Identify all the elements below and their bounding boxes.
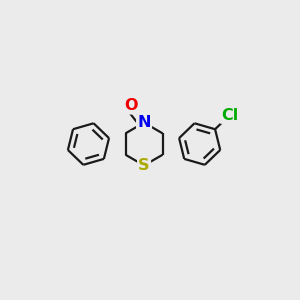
Text: S: S	[138, 158, 150, 173]
Text: N: N	[137, 115, 151, 130]
Text: Cl: Cl	[221, 108, 238, 123]
Text: O: O	[124, 98, 138, 113]
